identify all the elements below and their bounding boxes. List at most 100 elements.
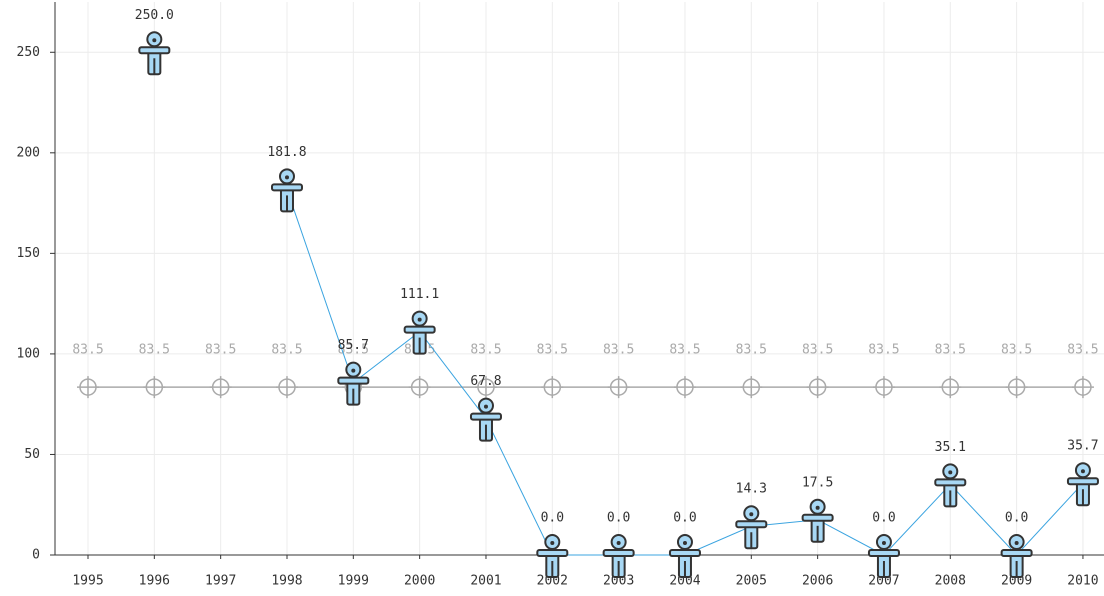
- x-tick-label: 2005: [736, 574, 767, 589]
- person-marker: [1066, 462, 1099, 507]
- average-marker: [939, 376, 962, 399]
- icon-arms: [337, 376, 370, 385]
- icon-arms: [801, 513, 834, 522]
- person-marker: [337, 361, 370, 406]
- marker-cross: [143, 376, 166, 399]
- person-marker: [270, 168, 303, 213]
- marker-cross: [673, 376, 696, 399]
- marker-cross: [77, 376, 99, 399]
- marker-cross: [541, 376, 564, 399]
- person-marker: [469, 397, 502, 442]
- x-tick-label: 1997: [205, 574, 236, 589]
- person-marker: [138, 31, 171, 76]
- average-label: 83.5: [1001, 343, 1032, 358]
- average-marker: [143, 376, 166, 399]
- person-marker: [602, 534, 635, 578]
- x-tick-label: 2008: [935, 574, 966, 589]
- value-label: 14.3: [736, 482, 767, 497]
- y-tick-label: 200: [17, 145, 40, 160]
- x-tick-label: 1999: [338, 574, 369, 589]
- value-label: 0.0: [872, 511, 895, 526]
- person-marker: [934, 463, 967, 508]
- x-tick-label: 2010: [1067, 574, 1098, 589]
- average-label: 83.5: [72, 343, 103, 358]
- y-tick-label: 50: [24, 447, 40, 462]
- average-marker: [275, 376, 298, 399]
- icon-face: [815, 505, 820, 510]
- person-marker: [867, 534, 900, 578]
- marker-cross: [1071, 376, 1094, 399]
- value-label: 35.1: [935, 440, 966, 455]
- value-label: 35.7: [1067, 439, 1098, 454]
- marker-cross: [275, 376, 298, 399]
- average-label: 83.5: [669, 343, 700, 358]
- marker-cross: [209, 376, 232, 399]
- x-tick-label: 2003: [603, 574, 634, 589]
- x-tick-label: 2009: [1001, 574, 1032, 589]
- average-marker: [872, 376, 895, 399]
- icon-arms: [536, 549, 569, 557]
- person-marker: [801, 498, 834, 543]
- x-tick-label: 1998: [271, 574, 302, 589]
- marker-cross: [474, 376, 497, 399]
- x-tick-label: 2004: [669, 574, 700, 589]
- value-label: 17.5: [802, 475, 833, 490]
- y-tick-label: 0: [32, 548, 40, 563]
- x-tick-label: 2000: [404, 574, 435, 589]
- icon-arms: [735, 520, 768, 529]
- y-tick-label: 150: [17, 246, 40, 261]
- average-label: 83.5: [603, 343, 634, 358]
- average-marker: [408, 376, 431, 399]
- value-label: 250.0: [135, 8, 174, 23]
- average-label: 83.5: [139, 343, 170, 358]
- icon-face: [483, 404, 488, 409]
- average-label: 83.5: [868, 343, 899, 358]
- icon-arms: [270, 183, 303, 192]
- icon-face: [616, 541, 621, 545]
- icon-face: [550, 541, 555, 545]
- average-label: 83.5: [1067, 343, 1098, 358]
- average-marker: [607, 376, 630, 399]
- icon-face: [351, 368, 356, 373]
- icon-face: [682, 541, 687, 545]
- marker-cross: [1005, 376, 1028, 399]
- value-label: 181.8: [267, 145, 306, 160]
- x-tick-label: 2007: [868, 574, 899, 589]
- average-label: 83.5: [205, 343, 236, 358]
- person-marker: [668, 534, 701, 578]
- average-label: 83.5: [736, 343, 767, 358]
- x-tick-label: 1996: [139, 574, 170, 589]
- average-marker: [209, 376, 232, 399]
- value-label: 0.0: [607, 511, 630, 526]
- x-tick-label: 2001: [470, 574, 501, 589]
- value-label: 85.7: [338, 338, 369, 353]
- x-tick-label: 2006: [802, 574, 833, 589]
- icon-arms: [138, 46, 171, 55]
- average-marker: [1005, 376, 1028, 399]
- icon-face: [284, 175, 289, 180]
- marker-cross: [607, 376, 630, 399]
- icon-face: [152, 38, 157, 43]
- icon-arms: [602, 549, 635, 557]
- marker-cross: [740, 376, 763, 399]
- average-marker: [806, 376, 829, 399]
- average-label: 83.5: [537, 343, 568, 358]
- icon-face: [1014, 541, 1019, 545]
- icon-face: [948, 470, 953, 475]
- icon-arms: [934, 478, 967, 487]
- average-marker: [474, 376, 497, 399]
- person-marker: [536, 534, 569, 578]
- marker-cross: [408, 376, 431, 399]
- icon-face: [881, 541, 886, 545]
- icon-arms: [867, 549, 900, 557]
- marker-cross: [806, 376, 829, 399]
- average-label: 83.5: [802, 343, 833, 358]
- y-tick-label: 250: [17, 45, 40, 60]
- icon-face: [1080, 469, 1085, 474]
- average-label: 83.5: [271, 343, 302, 358]
- average-label: 83.5: [338, 343, 369, 358]
- average-marker: [77, 376, 99, 399]
- value-label: 0.0: [1005, 511, 1028, 526]
- marker-cross: [939, 376, 962, 399]
- average-marker: [1071, 376, 1094, 399]
